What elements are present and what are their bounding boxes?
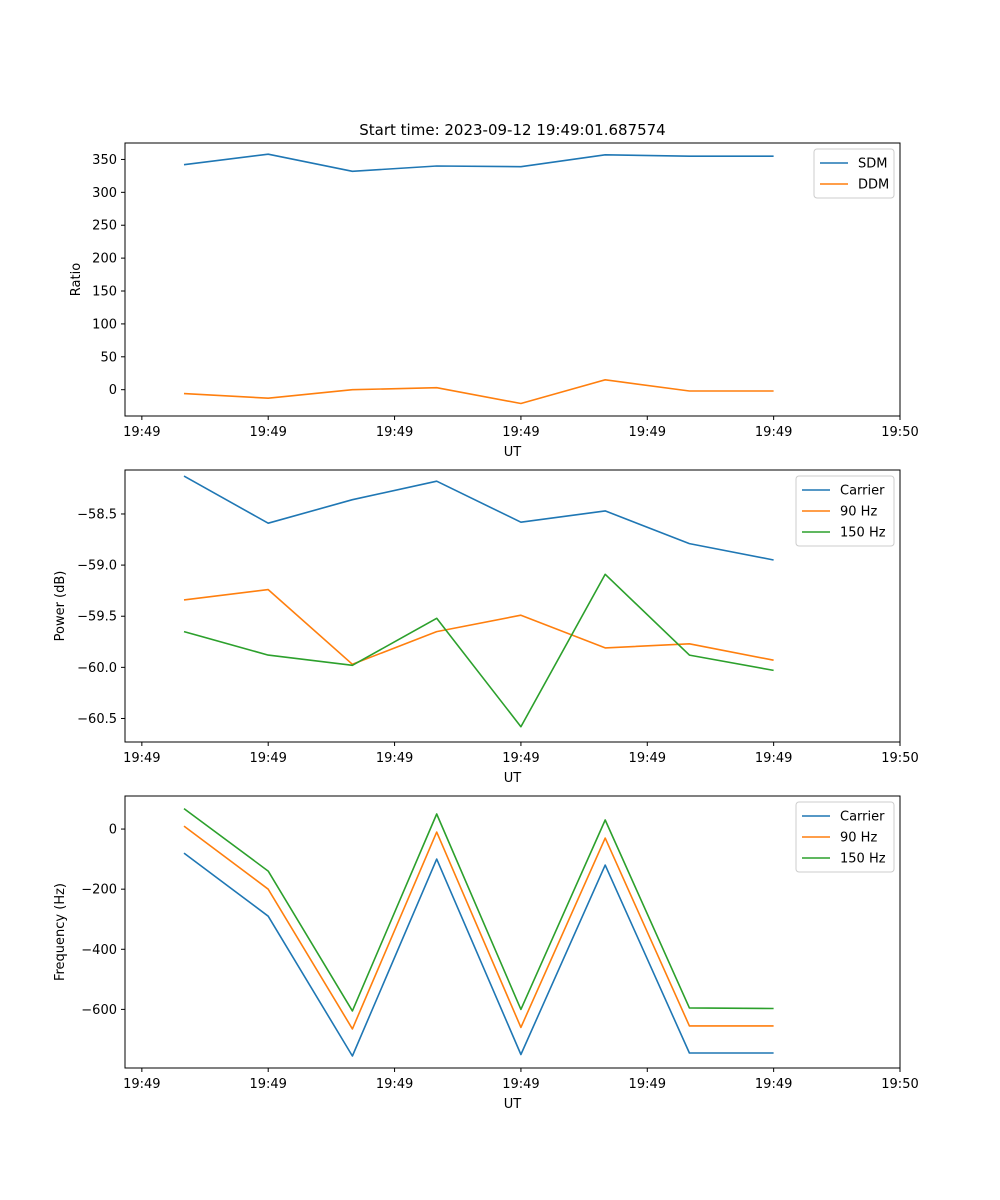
- x-tick-label: 19:49: [502, 1077, 539, 1092]
- x-tick-label: 19:49: [123, 425, 160, 440]
- x-tick-label: 19:49: [376, 425, 413, 440]
- y-tick-label: −600: [81, 1003, 117, 1018]
- y-tick-label: 350: [92, 153, 117, 168]
- y-tick-label: 300: [92, 186, 117, 201]
- y-axis-label: Ratio: [69, 263, 84, 296]
- y-tick-label: 0: [109, 823, 117, 838]
- y-tick-label: −400: [81, 943, 117, 958]
- series-line-150-hz: [183, 807, 774, 1012]
- y-tick-label: 250: [92, 219, 117, 234]
- x-tick-label: 19:49: [249, 425, 286, 440]
- y-tick-label: −60.5: [77, 712, 117, 727]
- x-tick-label: 19:49: [249, 1077, 286, 1092]
- series-line-carrier: [183, 475, 774, 561]
- series-line-carrier: [183, 852, 774, 1057]
- axes-frame: [124, 795, 901, 1069]
- y-tick-label: −59.0: [77, 559, 117, 574]
- chart-title: Start time: 2023-09-12 19:49:01.687574: [359, 121, 665, 139]
- axes-frame: [124, 142, 901, 417]
- x-tick-label: 19:50: [881, 425, 918, 440]
- series-line-sdm: [183, 153, 774, 173]
- x-tick-label: 19:49: [249, 751, 286, 766]
- y-tick-label: −60.0: [77, 661, 117, 676]
- legend-label: 150 Hz: [840, 852, 886, 867]
- y-tick-label: 200: [92, 252, 117, 267]
- legend-label: Carrier: [840, 810, 885, 825]
- legend-label: 150 Hz: [840, 526, 886, 541]
- x-tick-label: 19:49: [755, 425, 792, 440]
- series-line-ddm: [183, 378, 774, 405]
- legend-label: DDM: [858, 178, 889, 193]
- x-tick-label: 19:49: [629, 1077, 666, 1092]
- legend: [795, 475, 895, 547]
- legend: [795, 801, 895, 873]
- x-tick-label: 19:49: [755, 751, 792, 766]
- y-tick-label: 100: [92, 317, 117, 332]
- y-tick-label: 150: [92, 285, 117, 300]
- y-tick-label: 0: [109, 383, 117, 398]
- x-tick-label: 19:49: [376, 1077, 413, 1092]
- legend-label: SDM: [858, 157, 887, 172]
- legend-label: Carrier: [840, 484, 885, 499]
- x-axis-label: UT: [504, 771, 522, 786]
- x-tick-label: 19:49: [123, 1077, 160, 1092]
- y-tick-label: 50: [100, 350, 117, 365]
- series-line-150-hz: [183, 573, 774, 728]
- y-tick-label: −59.5: [77, 610, 117, 625]
- legend-label: 90 Hz: [840, 831, 877, 846]
- series-line-90-hz: [183, 825, 774, 1030]
- x-tick-label: 19:49: [123, 751, 160, 766]
- y-tick-label: −200: [81, 883, 117, 898]
- x-tick-label: 19:49: [755, 1077, 792, 1092]
- x-tick-label: 19:49: [629, 751, 666, 766]
- x-tick-label: 19:50: [881, 751, 918, 766]
- y-tick-label: −58.5: [77, 507, 117, 522]
- series-line-90-hz: [183, 588, 774, 666]
- legend: [813, 148, 895, 199]
- y-axis-label: Power (dB): [53, 571, 68, 642]
- x-tick-label: 19:50: [881, 1077, 918, 1092]
- x-tick-label: 19:49: [502, 751, 539, 766]
- y-axis-label: Frequency (Hz): [53, 883, 68, 981]
- x-axis-label: UT: [504, 1097, 522, 1112]
- axes-frame: [124, 469, 901, 743]
- x-tick-label: 19:49: [629, 425, 666, 440]
- x-tick-label: 19:49: [376, 751, 413, 766]
- x-axis-label: UT: [504, 445, 522, 460]
- legend-label: 90 Hz: [840, 505, 877, 520]
- x-tick-label: 19:49: [502, 425, 539, 440]
